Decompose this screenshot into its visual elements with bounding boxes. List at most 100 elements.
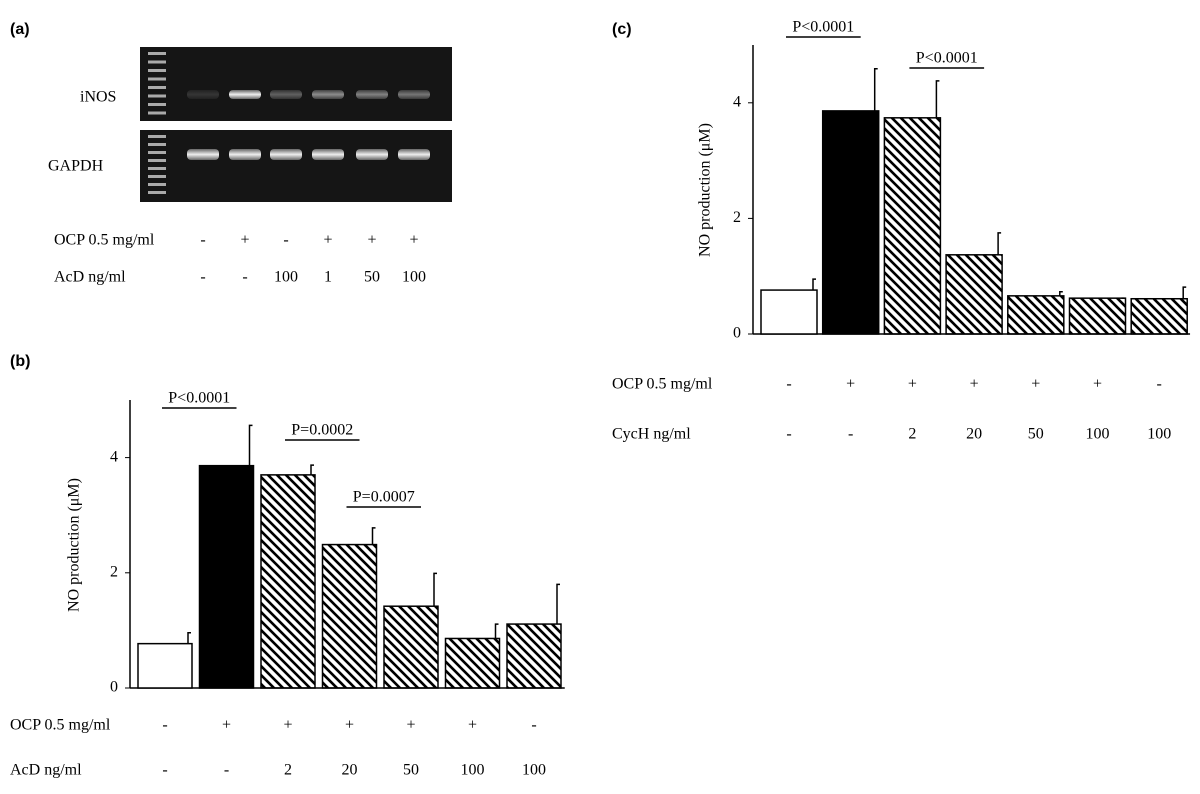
bar (321, 543, 378, 689)
condition-value: 20 (966, 426, 982, 443)
ladder-band (148, 143, 166, 146)
condition-value: + (970, 376, 979, 393)
condition-value: + (1093, 376, 1102, 393)
band (187, 149, 219, 160)
bar (821, 110, 880, 335)
condition-label: AcD ng/ml (10, 762, 82, 779)
error-bar (433, 572, 437, 607)
bar (1130, 297, 1188, 335)
error-bar (494, 623, 499, 639)
ladder-band (148, 86, 166, 89)
condition-value: + (222, 717, 231, 734)
bar (506, 623, 562, 689)
significance-label: P=0.0002 (291, 422, 353, 439)
condition-value: + (283, 717, 292, 734)
bar (945, 254, 1003, 335)
panel-label: (c) (612, 21, 632, 38)
condition-value: 1 (324, 269, 332, 286)
error-bar (1182, 286, 1187, 299)
ladder-band (148, 60, 166, 64)
band (356, 90, 388, 99)
error-bar (997, 232, 1002, 255)
ladder-band (148, 103, 166, 106)
condition-label: OCP 0.5 mg/ml (54, 232, 155, 249)
ladder-band (148, 159, 166, 162)
bar (137, 642, 193, 689)
condition-value: 100 (1147, 426, 1171, 443)
condition-value: + (323, 232, 332, 249)
ladder-band (148, 135, 166, 138)
ladder-band (148, 175, 166, 178)
condition-value: - (786, 426, 791, 443)
condition-value: - (200, 232, 205, 249)
bar (260, 474, 316, 689)
significance-label: P<0.0001 (792, 19, 854, 36)
significance-label: P<0.0001 (916, 50, 978, 67)
condition-label: AcD ng/ml (54, 269, 126, 286)
condition-value: - (848, 426, 853, 443)
bar (383, 605, 439, 689)
y-tick-label: 2 (110, 563, 118, 580)
error-bar (556, 583, 560, 625)
y-tick-label: 0 (110, 679, 118, 696)
gel-image (140, 130, 452, 202)
condition-value: - (1157, 376, 1162, 393)
condition-value: 2 (284, 762, 292, 779)
condition-label: OCP 0.5 mg/ml (10, 717, 111, 734)
band (270, 90, 302, 99)
band (187, 90, 219, 99)
band (398, 149, 430, 160)
condition-value: - (531, 717, 536, 734)
condition-value: - (162, 717, 167, 734)
error-bar (371, 527, 376, 545)
bar (1007, 295, 1065, 335)
ladder-band (148, 111, 166, 115)
condition-value: - (283, 232, 288, 249)
ladder-band (148, 167, 166, 170)
condition-value: + (468, 717, 477, 734)
condition-value: + (409, 232, 418, 249)
band (312, 90, 344, 99)
gel-image (140, 47, 452, 121)
ladder-band (148, 183, 166, 186)
band (270, 149, 302, 160)
bar (883, 117, 942, 335)
condition-value: 50 (1028, 426, 1044, 443)
y-tick-label: 4 (110, 448, 118, 465)
panel-label: (a) (10, 21, 30, 38)
band-label: iNOS (80, 89, 116, 106)
ladder-band (148, 69, 166, 72)
bar (760, 289, 818, 335)
significance-label: P=0.0007 (353, 489, 415, 506)
condition-value: + (846, 376, 855, 393)
condition-value: + (406, 717, 415, 734)
condition-value: 20 (342, 762, 358, 779)
band (356, 149, 388, 160)
condition-value: - (786, 376, 791, 393)
condition-value: - (200, 269, 205, 286)
y-tick-label: 2 (733, 209, 741, 226)
error-bar (310, 464, 314, 475)
error-bar (935, 80, 940, 118)
condition-value: + (345, 717, 354, 734)
ladder-band (148, 151, 166, 154)
error-bar (812, 278, 816, 291)
condition-value: - (224, 762, 229, 779)
condition-value: 100 (461, 762, 485, 779)
condition-value: 50 (364, 269, 380, 286)
panel-label: (b) (10, 353, 30, 370)
error-bar (248, 424, 253, 466)
condition-value: + (240, 232, 249, 249)
band (312, 149, 344, 160)
bar (198, 464, 255, 689)
ladder-band (148, 191, 166, 194)
bar (444, 637, 501, 689)
band (398, 90, 430, 99)
condition-value: + (908, 376, 917, 393)
band (229, 149, 261, 160)
ladder-band (148, 52, 166, 55)
condition-value: - (242, 269, 247, 286)
condition-value: 100 (402, 269, 426, 286)
